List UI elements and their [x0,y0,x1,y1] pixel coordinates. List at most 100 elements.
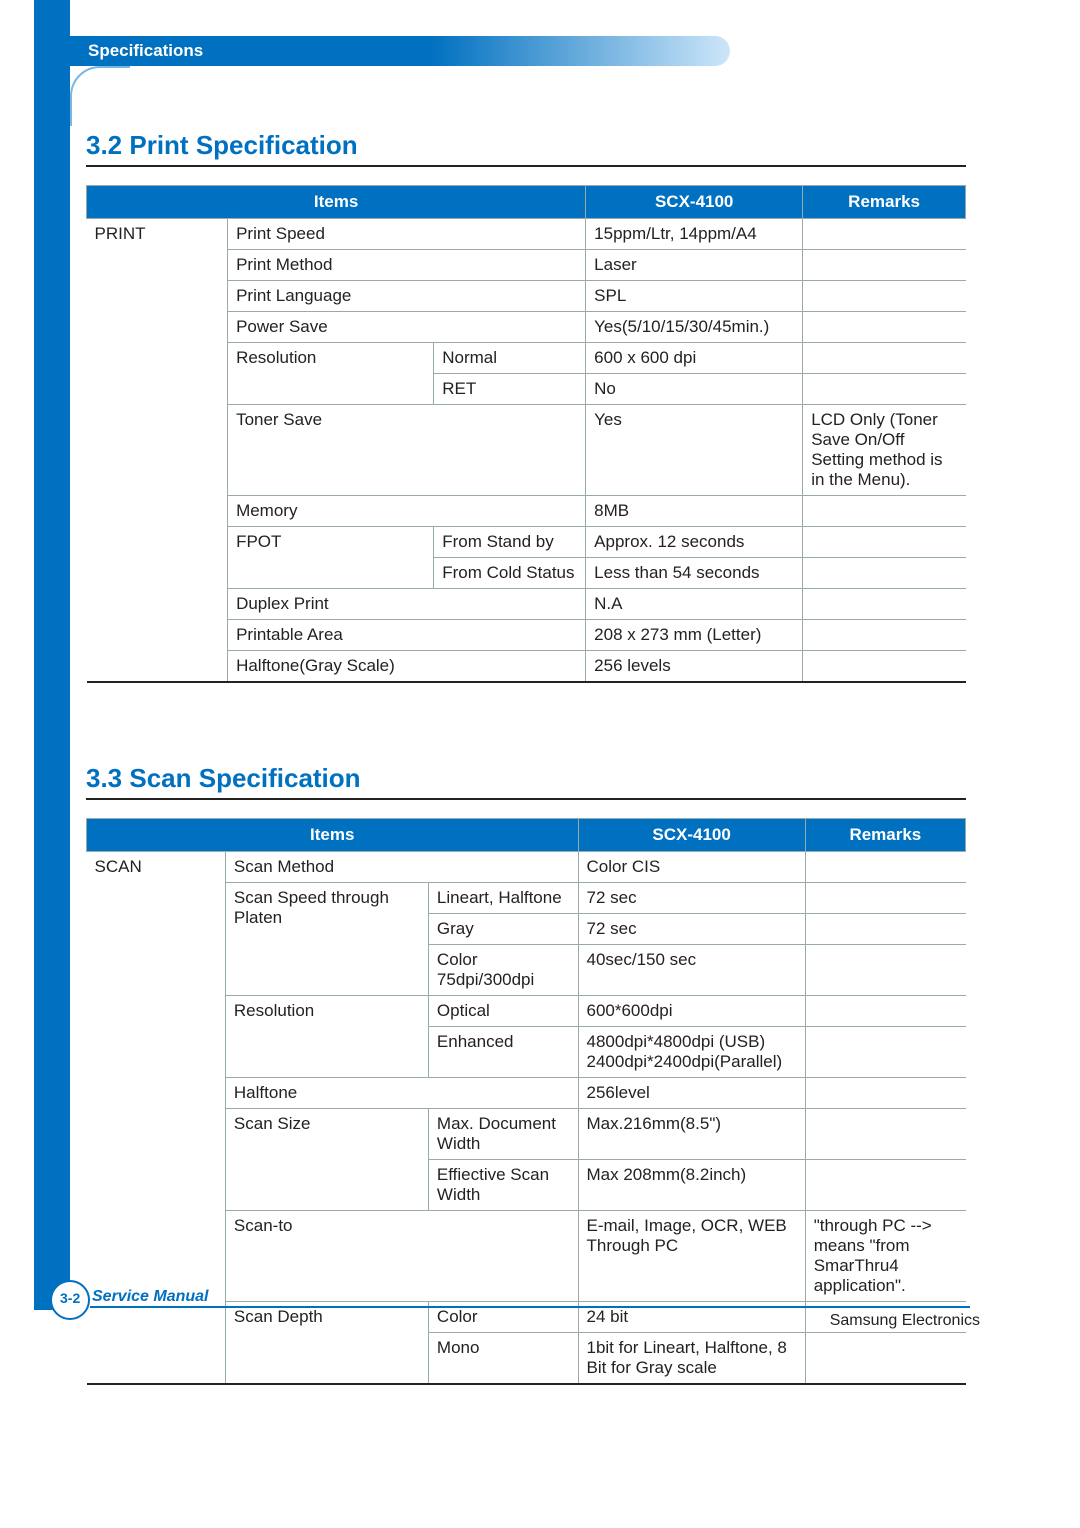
cell-remark [803,374,966,405]
cell-value: 256level [578,1078,805,1109]
cell-sub: From Cold Status [434,558,586,589]
cell-remark [803,651,966,683]
cell-value: 8MB [586,496,803,527]
cell-value: 1bit for Lineart, Halftone, 8 Bit for Gr… [578,1333,805,1385]
cell-value: 15ppm/Ltr, 14ppm/A4 [586,219,803,250]
header-tab: Specifications [70,36,660,66]
cell-sub: Mono [428,1333,578,1385]
side-blue-bar [34,0,70,1310]
scan-section-title: 3.3 Scan Specification [86,763,966,800]
cell-item: Duplex Print [228,589,586,620]
header-model: SCX-4100 [578,819,805,852]
cell-item: Scan Method [225,852,578,883]
page-number: 3-2 [60,1290,80,1306]
table-header-row: Items SCX-4100 Remarks [87,819,966,852]
cell-sub: Gray [428,914,578,945]
cell-item: Toner Save [228,405,586,496]
cell-value: SPL [586,281,803,312]
cell-sub: Lineart, Halftone [428,883,578,914]
cell-value: 4800dpi*4800dpi (USB) 2400dpi*2400dpi(Pa… [578,1027,805,1078]
cell-value: Color CIS [578,852,805,883]
cell-remark [803,343,966,374]
footer-line [90,1306,970,1308]
header-remarks: Remarks [805,819,965,852]
cell-remark [803,620,966,651]
cell-remark [803,219,966,250]
cell-sub: Effiective Scan Width [428,1160,578,1211]
cell-item: Power Save [228,312,586,343]
cell-item: Halftone [225,1078,578,1109]
cell-value: Yes(5/10/15/30/45min.) [586,312,803,343]
header-tab-gradient [430,36,730,66]
cell-sub: RET [434,374,586,405]
cell-item: Print Method [228,250,586,281]
cell-remark [803,250,966,281]
cell-item: Halftone(Gray Scale) [228,651,586,683]
cell-value: Max.216mm(8.5") [578,1109,805,1160]
corner-curve [70,66,130,126]
header-items: Items [87,819,579,852]
cell-item: Resolution [228,343,434,405]
cell-remark [805,852,965,883]
cell-sub: From Stand by [434,527,586,558]
cell-remark [803,527,966,558]
cell-value: Less than 54 seconds [586,558,803,589]
scan-spec-table: Items SCX-4100 Remarks SCAN Scan Method … [86,818,966,1385]
cell-remark [803,558,966,589]
cell-item: Scan Speed through Platen [225,883,428,996]
cell-item: Print Language [228,281,586,312]
cell-item: Print Speed [228,219,586,250]
cell-value: 600 x 600 dpi [586,343,803,374]
cell-sub: Max. Document Width [428,1109,578,1160]
cell-item: Scan Depth [225,1302,428,1385]
print-category: PRINT [87,219,228,683]
cell-item: Printable Area [228,620,586,651]
cell-value: 256 levels [586,651,803,683]
cell-remark [805,1027,965,1078]
cell-item: Resolution [225,996,428,1078]
print-spec-table: Items SCX-4100 Remarks PRINT Print Speed… [86,185,966,683]
cell-remark [803,496,966,527]
cell-remark [805,883,965,914]
header-remarks: Remarks [803,186,966,219]
cell-sub: Color 75dpi/300dpi [428,945,578,996]
footer-company: Samsung Electronics [830,1312,980,1330]
cell-value: 208 x 273 mm (Letter) [586,620,803,651]
cell-item: Memory [228,496,586,527]
cell-value: Max 208mm(8.2inch) [578,1160,805,1211]
cell-sub: Optical [428,996,578,1027]
cell-value: Approx. 12 seconds [586,527,803,558]
print-section-title: 3.2 Print Specification [86,130,966,167]
cell-value: 72 sec [578,883,805,914]
cell-value: N.A [586,589,803,620]
cell-sub: Enhanced [428,1027,578,1078]
cell-item: Scan-to [225,1211,578,1302]
cell-remark: LCD Only (Toner Save On/Off Setting meth… [803,405,966,496]
cell-remark [805,1333,965,1385]
table-row: SCAN Scan Method Color CIS [87,852,966,883]
cell-value: 40sec/150 sec [578,945,805,996]
cell-value: 600*600dpi [578,996,805,1027]
header-model: SCX-4100 [586,186,803,219]
cell-value: 72 sec [578,914,805,945]
cell-remark [805,914,965,945]
cell-item: Scan Size [225,1109,428,1211]
cell-remark [803,281,966,312]
page-content: 3.2 Print Specification Items SCX-4100 R… [86,130,966,1385]
cell-remark [805,945,965,996]
cell-value: Yes [586,405,803,496]
footer-service-manual: Service Manual [92,1288,209,1306]
cell-remark [803,312,966,343]
cell-value: Laser [586,250,803,281]
table-row: PRINT Print Speed 15ppm/Ltr, 14ppm/A4 [87,219,966,250]
table-header-row: Items SCX-4100 Remarks [87,186,966,219]
cell-remark [805,1109,965,1160]
cell-remark [805,1078,965,1109]
cell-value: No [586,374,803,405]
cell-remark [805,1160,965,1211]
cell-remark: "through PC --> means "from SmarThru4 ap… [805,1211,965,1302]
cell-value: E-mail, Image, OCR, WEB Through PC [578,1211,805,1302]
cell-sub: Normal [434,343,586,374]
header-items: Items [87,186,586,219]
cell-remark [805,996,965,1027]
